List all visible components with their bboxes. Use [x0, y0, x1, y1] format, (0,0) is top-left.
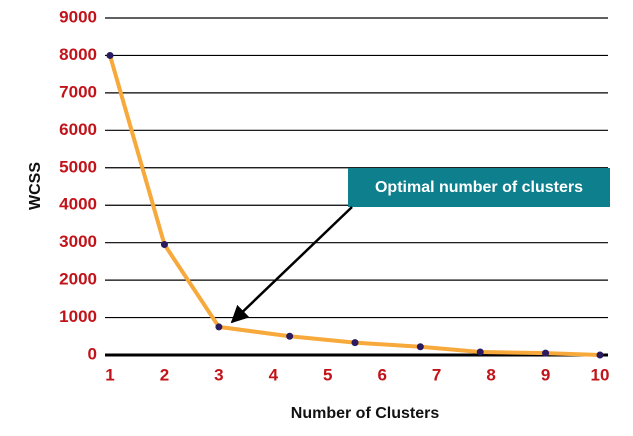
x-tick-label: 9: [541, 365, 550, 384]
annotation-arrow: [230, 206, 353, 324]
x-axis-title: Number of Clusters: [291, 405, 440, 422]
x-tick-label: 6: [377, 365, 386, 384]
data-point: [476, 348, 484, 356]
data-point: [106, 51, 114, 59]
y-tick-label: 1000: [59, 307, 97, 326]
y-tick-label: 7000: [59, 82, 97, 101]
data-point: [286, 332, 294, 340]
x-tick-label: 2: [160, 365, 169, 384]
y-tick-label: 9000: [59, 7, 97, 26]
data-point: [416, 343, 424, 351]
y-tick-label: 0: [88, 344, 97, 363]
data-point: [542, 349, 550, 357]
x-tick-label: 4: [269, 365, 279, 384]
data-point: [160, 241, 168, 249]
y-tick-label: 2000: [59, 270, 97, 289]
y-axis-title: WCSS: [27, 162, 44, 210]
x-tick-label: 1: [105, 365, 114, 384]
y-tick-label: 8000: [59, 45, 97, 64]
x-tick-label: 7: [432, 365, 441, 384]
annotation-box: [348, 168, 610, 207]
annotation-text: Optimal number of clusters: [375, 179, 583, 196]
y-tick-label: 3000: [59, 232, 97, 251]
x-tick-label: 10: [591, 365, 610, 384]
y-tick-label: 5000: [59, 157, 97, 176]
x-tick-label: 8: [486, 365, 495, 384]
x-tick-label: 5: [323, 365, 332, 384]
data-point: [351, 339, 359, 347]
y-tick-label: 4000: [59, 195, 97, 214]
x-tick-label: 3: [214, 365, 223, 384]
data-point: [596, 351, 604, 359]
y-tick-label: 6000: [59, 120, 97, 139]
data-point: [215, 323, 223, 331]
